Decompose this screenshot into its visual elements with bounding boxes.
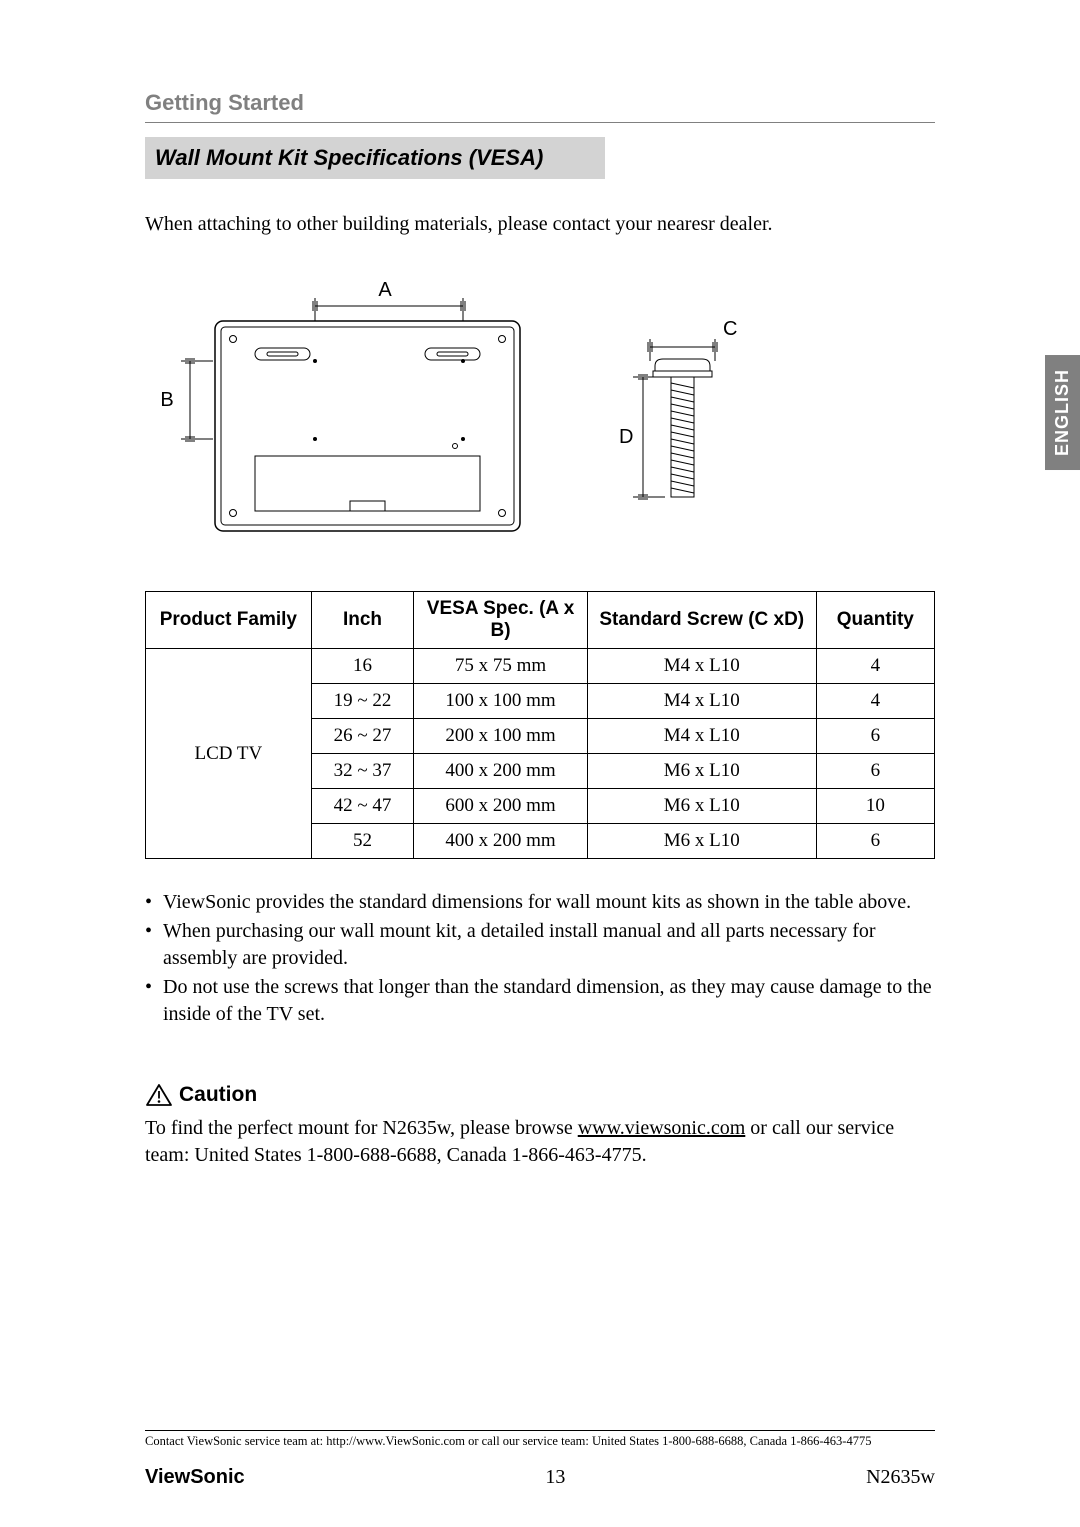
label-a: A [378,279,392,301]
td-inch: 52 [311,824,414,859]
list-item: ViewSonic provides the standard dimensio… [145,889,935,916]
th-standard-screw: Standard Screw (C xD) [587,592,816,649]
language-tab: ENGLISH [1045,355,1080,470]
th-product-family: Product Family [146,592,312,649]
tv-back-panel-diagram: A B [155,276,525,536]
td-vesa: 100 x 100 mm [414,684,588,719]
td-qty: 6 [816,754,934,789]
td-inch: 32 ~ 37 [311,754,414,789]
td-screw: M4 x L10 [587,684,816,719]
td-screw: M4 x L10 [587,719,816,754]
caution-text-pre: To find the perfect mount for N2635w, pl… [145,1117,578,1139]
section-heading: Getting Started [145,90,935,123]
td-vesa: 600 x 200 mm [414,789,588,824]
td-inch: 42 ~ 47 [311,789,414,824]
td-vesa: 200 x 100 mm [414,719,588,754]
td-vesa: 400 x 200 mm [414,824,588,859]
label-c: C [723,318,737,340]
td-screw: M6 x L10 [587,754,816,789]
intro-text: When attaching to other building materia… [145,213,935,236]
td-product-family: LCD TV [146,649,312,859]
th-quantity: Quantity [816,592,934,649]
caution-label: Caution [179,1083,257,1107]
label-d: D [619,426,633,448]
footer-brand: ViewSonic [145,1466,245,1489]
table-row: LCD TV 16 75 x 75 mm M4 x L10 4 [146,649,935,684]
td-vesa: 400 x 200 mm [414,754,588,789]
page-footer: ViewSonic 13 N2635w [145,1466,935,1489]
td-vesa: 75 x 75 mm [414,649,588,684]
td-qty: 4 [816,684,934,719]
screw-diagram: C D [605,291,755,521]
td-qty: 6 [816,824,934,859]
label-b: B [160,389,173,411]
subsection-heading: Wall Mount Kit Specifications (VESA) [145,137,605,179]
list-item: Do not use the screws that longer than t… [145,974,935,1028]
td-screw: M6 x L10 [587,789,816,824]
footer-page-number: 13 [545,1466,565,1489]
td-inch: 19 ~ 22 [311,684,414,719]
warning-icon [145,1083,173,1107]
footer-model: N2635w [866,1466,935,1489]
th-vesa-spec: VESA Spec. (A x B) [414,592,588,649]
caution-heading: Caution [145,1083,935,1107]
viewsonic-link[interactable]: www.viewsonic.com [578,1117,746,1139]
list-item: When purchasing our wall mount kit, a de… [145,918,935,972]
footer-contact: Contact ViewSonic service team at: http:… [145,1430,935,1449]
td-qty: 10 [816,789,934,824]
notes-list: ViewSonic provides the standard dimensio… [145,889,935,1028]
th-inch: Inch [311,592,414,649]
td-qty: 6 [816,719,934,754]
td-screw: M4 x L10 [587,649,816,684]
td-qty: 4 [816,649,934,684]
td-inch: 26 ~ 27 [311,719,414,754]
vesa-spec-table: Product Family Inch VESA Spec. (A x B) S… [145,591,935,859]
td-screw: M6 x L10 [587,824,816,859]
table-header-row: Product Family Inch VESA Spec. (A x B) S… [146,592,935,649]
caution-text: To find the perfect mount for N2635w, pl… [145,1115,935,1169]
td-inch: 16 [311,649,414,684]
vesa-diagram: A B C [145,276,935,536]
